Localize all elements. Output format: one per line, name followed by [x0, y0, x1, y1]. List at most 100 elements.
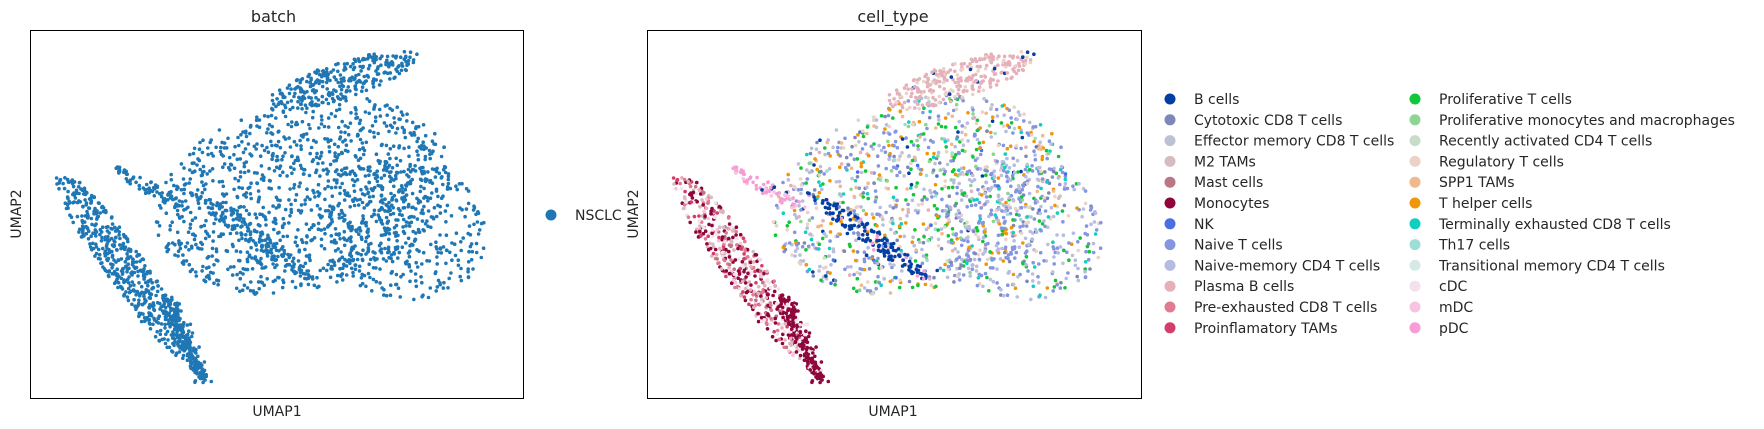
- batch-point: [342, 213, 347, 218]
- batch-point: [229, 163, 234, 167]
- batch-point: [333, 249, 338, 253]
- cell-type-point: [764, 296, 769, 300]
- cell-type-point: [949, 260, 953, 265]
- cell-type-point: [831, 249, 836, 254]
- batch-point: [254, 216, 259, 220]
- cell-type-point: [992, 179, 997, 184]
- batch-point: [174, 333, 179, 338]
- cell-type-point: [968, 270, 972, 275]
- batch-point: [377, 243, 382, 248]
- batch-point: [441, 194, 445, 198]
- cell-type-point: [1044, 148, 1049, 153]
- batch-point: [292, 269, 297, 274]
- cell-type-point: [805, 226, 809, 230]
- cell-type-point: [936, 154, 940, 158]
- batch-point: [200, 269, 204, 273]
- cell-type-point: [982, 187, 986, 191]
- batch-point: [416, 227, 421, 232]
- cell-type-point: [902, 174, 906, 178]
- batch-point: [281, 234, 286, 239]
- batch-point: [288, 107, 292, 112]
- cell-type-point: [748, 288, 753, 292]
- cell-type-point: [930, 70, 934, 74]
- batch-point: [173, 253, 177, 257]
- cell-type-point: [916, 147, 920, 151]
- cell-type-point: [857, 220, 862, 224]
- batch-point: [214, 217, 218, 221]
- cell-type-point: [1000, 209, 1004, 213]
- cell-type-point: [1004, 170, 1009, 175]
- batch-point: [366, 191, 370, 196]
- cell-type-point: [678, 181, 682, 186]
- batch-point: [103, 250, 108, 255]
- batch-point: [337, 152, 341, 157]
- batch-point: [216, 278, 221, 283]
- batch-point: [283, 103, 287, 108]
- batch-point: [320, 79, 325, 84]
- batch-point: [164, 315, 168, 320]
- batch-point: [156, 321, 161, 325]
- batch-point: [294, 122, 298, 127]
- cell-type-point: [699, 234, 703, 238]
- batch-point: [344, 143, 349, 147]
- cell-type-point: [794, 199, 799, 203]
- cell-type-point: [975, 118, 980, 123]
- cell-type-point: [994, 83, 999, 87]
- cell-type-point: [997, 54, 1001, 58]
- cell-type-point: [928, 188, 932, 193]
- cell-type-point: [822, 232, 827, 236]
- batch-point: [394, 234, 398, 238]
- batch-point: [380, 198, 384, 202]
- batch-point: [200, 190, 205, 195]
- batch-point: [353, 86, 358, 91]
- batch-point: [173, 302, 177, 307]
- batch-point: [226, 165, 231, 170]
- batch-point: [388, 77, 392, 81]
- batch-point: [249, 196, 253, 201]
- cell-type-point: [1046, 225, 1050, 230]
- batch-point: [399, 275, 403, 279]
- cell-type-point: [966, 235, 970, 239]
- batch-point: [85, 209, 89, 214]
- cell-type-point: [992, 66, 997, 71]
- cell-type-point: [1023, 62, 1028, 66]
- batch-point: [332, 260, 337, 265]
- batch-point: [266, 241, 270, 246]
- batch-point: [464, 207, 469, 211]
- batch-point: [188, 152, 192, 157]
- batch-point: [65, 177, 70, 182]
- cell-type-point: [1003, 165, 1007, 170]
- batch-point: [267, 166, 272, 171]
- cell-type-point: [984, 173, 988, 177]
- batch-point: [259, 274, 263, 279]
- cell-type-point: [876, 274, 880, 279]
- batch-point: [386, 61, 391, 66]
- cell-type-point: [849, 152, 853, 157]
- cell-type-point: [1063, 177, 1068, 182]
- batch-point: [211, 154, 215, 158]
- cell-type-point: [1024, 262, 1028, 267]
- batch-point: [207, 277, 212, 281]
- cell-type-point: [847, 273, 852, 277]
- batch-point: [210, 246, 215, 251]
- batch-point: [109, 236, 114, 241]
- batch-point: [379, 184, 384, 188]
- batch-point: [126, 239, 130, 244]
- cell-type-point: [1039, 204, 1043, 209]
- batch-point: [271, 102, 276, 106]
- cell-type-point: [926, 238, 930, 243]
- batch-point: [323, 197, 327, 202]
- batch-point: [326, 92, 331, 97]
- cell-type-point: [734, 225, 739, 229]
- cell-type-point: [950, 169, 955, 174]
- cell-type-point: [933, 221, 938, 226]
- batch-point: [255, 142, 259, 146]
- batch-point: [437, 171, 442, 176]
- batch-point: [96, 201, 101, 205]
- cell-type-point: [988, 194, 992, 199]
- batch-point: [275, 263, 279, 267]
- batch-point: [113, 240, 117, 244]
- batch-point: [361, 126, 366, 130]
- batch-point: [291, 256, 296, 261]
- cell-type-point: [849, 265, 853, 269]
